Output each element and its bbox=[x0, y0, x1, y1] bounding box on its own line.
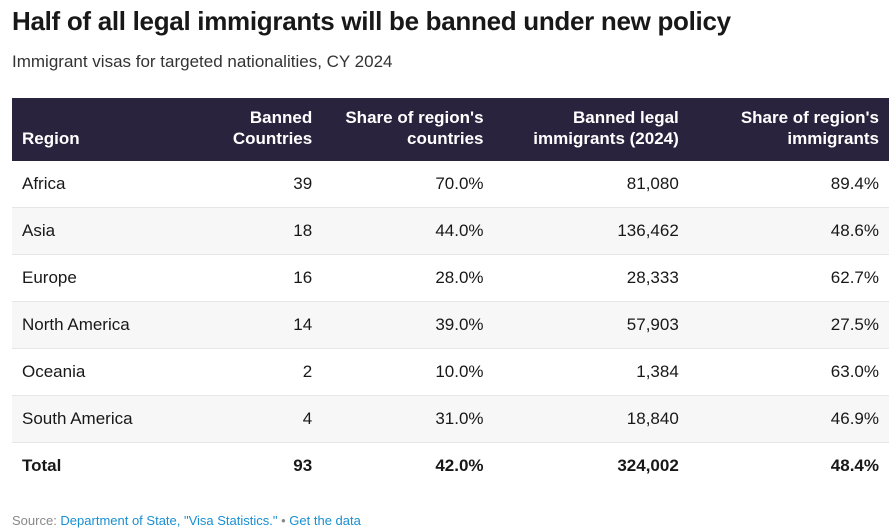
table-row: South America 4 31.0% 18,840 46.9% bbox=[12, 395, 889, 443]
chart-title: Half of all legal immigrants will be ban… bbox=[12, 6, 731, 36]
source-link[interactable]: Department of State, "Visa Statistics." bbox=[60, 513, 278, 528]
data-table: Region Banned Countries Share of region'… bbox=[12, 98, 889, 489]
get-data-link[interactable]: Get the data bbox=[289, 513, 361, 528]
region-cell: Asia bbox=[12, 207, 223, 255]
total-row: Total 93 42.0% 324,002 48.4% bbox=[12, 442, 889, 489]
value-cell: 14 bbox=[222, 301, 323, 349]
region-cell: South America bbox=[12, 395, 223, 443]
value-cell: 89.4% bbox=[688, 161, 889, 208]
value-cell: 28.0% bbox=[322, 254, 494, 302]
column-header[interactable]: Share of region's immigrants bbox=[740, 108, 879, 148]
value-cell: 27.5% bbox=[688, 301, 889, 349]
region-cell: Europe bbox=[12, 254, 223, 302]
column-header[interactable]: Banned legal immigrants (2024) bbox=[533, 108, 679, 148]
value-cell: 42.0% bbox=[322, 442, 494, 489]
value-cell: 31.0% bbox=[322, 395, 494, 443]
value-cell: 2 bbox=[222, 348, 323, 396]
value-cell: 62.7% bbox=[688, 254, 889, 302]
table-row: Asia 18 44.0% 136,462 48.6% bbox=[12, 207, 889, 255]
region-cell: Total bbox=[12, 442, 223, 489]
header-row: Region Banned Countries Share of region'… bbox=[12, 98, 889, 161]
value-cell: 81,080 bbox=[493, 161, 689, 208]
value-cell: 18 bbox=[222, 207, 323, 255]
region-cell: Oceania bbox=[12, 348, 223, 396]
value-cell: 28,333 bbox=[493, 254, 689, 302]
value-cell: 39.0% bbox=[322, 301, 494, 349]
chart-subtitle: Immigrant visas for targeted nationaliti… bbox=[12, 52, 393, 71]
value-cell: 4 bbox=[222, 395, 323, 443]
table-row: Europe 16 28.0% 28,333 62.7% bbox=[12, 254, 889, 302]
value-cell: 93 bbox=[222, 442, 323, 489]
value-cell: 1,384 bbox=[493, 348, 689, 396]
column-header[interactable]: Banned Countries bbox=[232, 108, 313, 148]
table-row: Oceania 2 10.0% 1,384 63.0% bbox=[12, 348, 889, 396]
value-cell: 63.0% bbox=[688, 348, 889, 396]
region-cell: North America bbox=[12, 301, 223, 349]
separator: • bbox=[277, 513, 290, 528]
value-cell: 70.0% bbox=[322, 161, 494, 208]
value-cell: 39 bbox=[222, 161, 323, 208]
value-cell: 10.0% bbox=[322, 348, 494, 396]
value-cell: 18,840 bbox=[493, 395, 689, 443]
region-cell: Africa bbox=[12, 161, 223, 208]
value-cell: 46.9% bbox=[688, 395, 889, 443]
value-cell: 44.0% bbox=[322, 207, 494, 255]
table-row: North America 14 39.0% 57,903 27.5% bbox=[12, 301, 889, 349]
value-cell: 57,903 bbox=[493, 301, 689, 349]
value-cell: 48.6% bbox=[688, 207, 889, 255]
column-header[interactable]: Region bbox=[22, 129, 80, 148]
table-row: Africa 39 70.0% 81,080 89.4% bbox=[12, 161, 889, 208]
source-label: Source: bbox=[12, 513, 61, 528]
value-cell: 136,462 bbox=[493, 207, 689, 255]
value-cell: 324,002 bbox=[493, 442, 689, 489]
column-header[interactable]: Share of region's countries bbox=[345, 108, 484, 148]
value-cell: 48.4% bbox=[688, 442, 889, 489]
footer: Source: Department of State, "Visa Stati… bbox=[12, 513, 361, 528]
value-cell: 16 bbox=[222, 254, 323, 302]
